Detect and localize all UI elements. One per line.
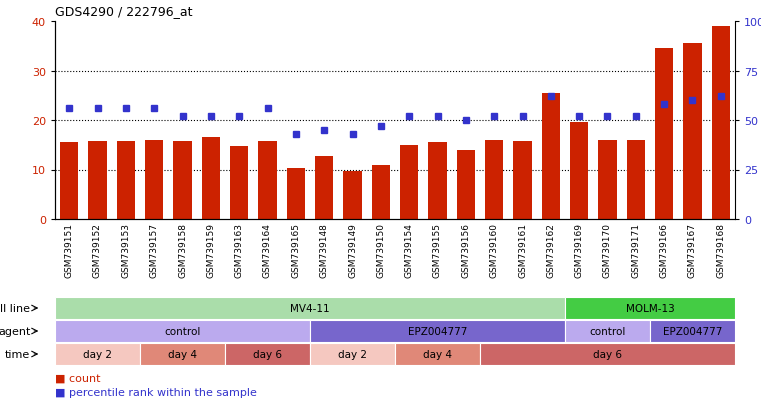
Bar — [655, 49, 673, 219]
Bar — [626, 140, 645, 219]
Bar — [343, 172, 361, 219]
Text: MOLM-13: MOLM-13 — [626, 303, 674, 313]
Text: MV4-11: MV4-11 — [290, 303, 330, 313]
Bar — [55, 297, 565, 319]
Bar — [202, 138, 220, 219]
Bar — [145, 140, 164, 219]
Bar — [683, 44, 702, 219]
Text: day 4: day 4 — [168, 349, 197, 359]
Bar — [542, 94, 560, 219]
Bar — [480, 343, 735, 365]
Bar — [457, 150, 475, 219]
Bar — [310, 320, 565, 342]
Bar — [650, 320, 735, 342]
Bar — [310, 343, 395, 365]
Bar — [565, 320, 650, 342]
Text: day 6: day 6 — [593, 349, 622, 359]
Bar — [174, 141, 192, 219]
Bar — [230, 146, 248, 219]
Bar — [60, 143, 78, 219]
Bar — [258, 141, 277, 219]
Text: day 2: day 2 — [338, 349, 367, 359]
Bar — [55, 320, 310, 342]
Bar — [88, 141, 107, 219]
Bar — [513, 141, 532, 219]
Text: time: time — [5, 349, 30, 359]
Bar — [400, 145, 419, 219]
Bar — [371, 165, 390, 219]
Bar — [598, 140, 616, 219]
Bar — [315, 156, 333, 219]
Text: EPZ004777: EPZ004777 — [663, 326, 722, 336]
Text: day 6: day 6 — [253, 349, 282, 359]
Bar — [140, 343, 225, 365]
Bar — [428, 143, 447, 219]
Bar — [55, 343, 140, 365]
Text: GDS4290 / 222796_at: GDS4290 / 222796_at — [55, 5, 193, 18]
Bar — [485, 140, 503, 219]
Bar — [287, 169, 305, 219]
Bar — [712, 27, 730, 219]
Text: agent: agent — [0, 326, 30, 336]
Text: day 2: day 2 — [83, 349, 112, 359]
Text: EPZ004777: EPZ004777 — [408, 326, 467, 336]
Text: ■ count: ■ count — [55, 373, 100, 383]
Bar — [570, 123, 588, 219]
Bar — [565, 297, 735, 319]
Bar — [116, 141, 135, 219]
Text: ■ percentile rank within the sample: ■ percentile rank within the sample — [55, 387, 257, 397]
Text: control: control — [164, 326, 201, 336]
Text: day 4: day 4 — [423, 349, 452, 359]
Text: cell line: cell line — [0, 303, 30, 313]
Bar — [395, 343, 480, 365]
Text: control: control — [589, 326, 626, 336]
Bar — [225, 343, 310, 365]
